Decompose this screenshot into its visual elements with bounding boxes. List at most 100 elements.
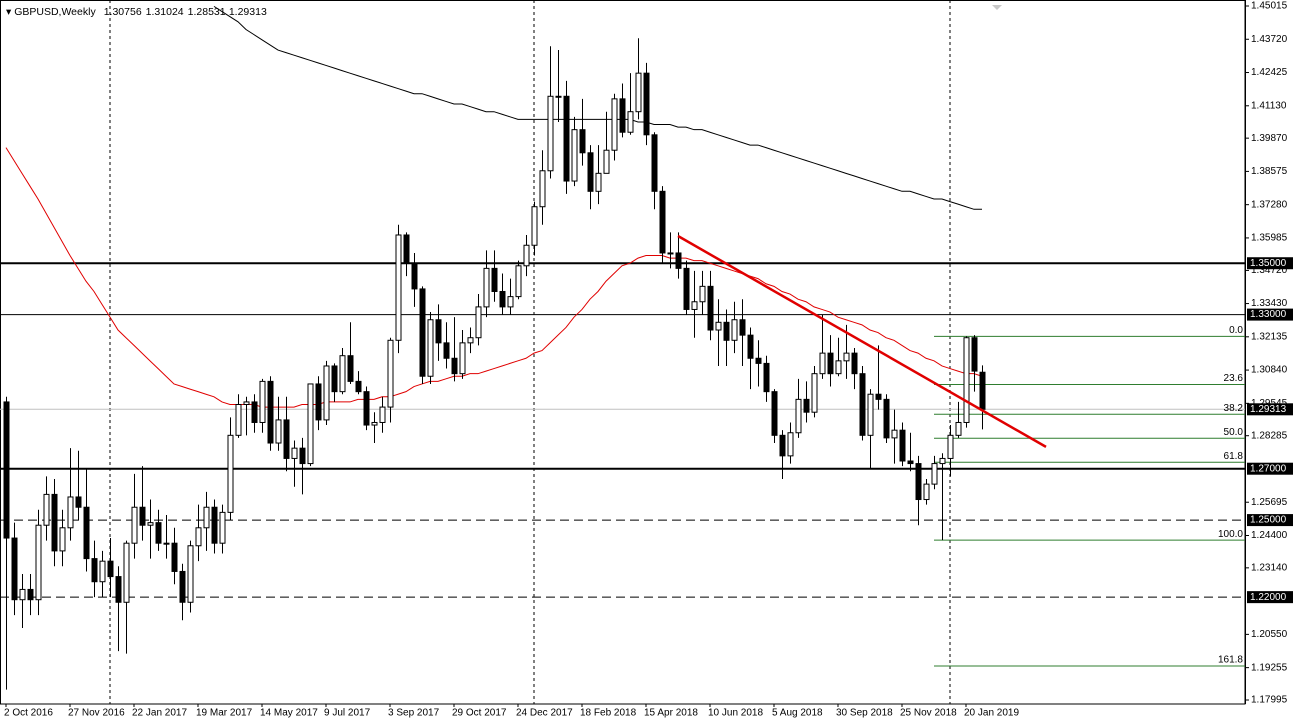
candle-body <box>651 134 658 192</box>
level-box <box>1247 462 1293 475</box>
candle-body <box>843 352 850 362</box>
candle-body <box>427 319 434 377</box>
candle-body <box>755 357 762 364</box>
fib-label: 0.0 <box>1229 325 1243 336</box>
candle-body <box>235 403 242 436</box>
candle-body <box>299 447 306 465</box>
candle-body <box>259 380 266 423</box>
x-tick-label: 24 Dec 2017 <box>516 708 573 719</box>
candle-body <box>787 432 794 457</box>
candle-body <box>795 398 802 434</box>
header-high: 1.31024 <box>146 6 184 18</box>
candle-body <box>739 319 746 336</box>
x-tick-label: 10 Jun 2018 <box>708 708 763 719</box>
candle-body <box>907 460 914 465</box>
candle-body <box>555 95 562 98</box>
x-tick-label: 14 May 2017 <box>260 708 318 719</box>
candle-body <box>483 267 490 308</box>
x-tick-label: 3 Sep 2017 <box>388 708 440 719</box>
candle-body <box>515 265 522 298</box>
candle-body <box>819 352 826 375</box>
level-label: 1.22000 <box>1250 592 1287 603</box>
candle-body <box>187 545 194 603</box>
candle-body <box>899 429 906 462</box>
scroll-marker <box>992 5 1002 10</box>
x-tick-label: 29 Oct 2017 <box>452 708 507 719</box>
fib-label: 38.2 <box>1224 403 1244 414</box>
current-price-label: 1.29313 <box>1250 404 1287 415</box>
candle-body <box>523 244 530 267</box>
candle-body <box>963 337 970 423</box>
y-tick-label: 1.17995 <box>1251 695 1288 706</box>
candle-body <box>587 152 594 192</box>
candle-body <box>635 72 642 113</box>
candle-body <box>3 401 10 539</box>
candle-body <box>155 522 162 544</box>
candle-body <box>931 463 938 485</box>
candle-body <box>667 252 674 255</box>
moving-average <box>213 5 982 210</box>
level-label: 1.35000 <box>1250 258 1287 269</box>
y-tick-label: 1.45015 <box>1251 1 1288 12</box>
moving-average <box>5 147 983 408</box>
candle-body <box>451 357 458 375</box>
candle-body <box>531 206 538 246</box>
candle-body <box>195 527 202 547</box>
y-tick-label: 1.43720 <box>1251 34 1288 45</box>
candle-body <box>851 352 858 375</box>
candle-body <box>499 290 506 308</box>
x-tick-label: 27 Nov 2016 <box>68 708 125 719</box>
candle-body <box>691 301 698 310</box>
candle-body <box>251 401 258 423</box>
level-label: 1.27000 <box>1250 463 1287 474</box>
candle-body <box>147 522 154 526</box>
candle-body <box>19 588 26 601</box>
candle-body <box>715 321 722 331</box>
fib-label: 50.0 <box>1224 427 1244 438</box>
candle-body <box>403 234 410 264</box>
candle-body <box>411 262 418 290</box>
candle-body <box>307 383 314 465</box>
header-open: 1.30756 <box>104 6 142 18</box>
candle-body <box>67 496 74 529</box>
candle-body <box>859 373 866 436</box>
y-tick-label: 1.42425 <box>1251 67 1288 78</box>
level-box <box>1247 257 1293 270</box>
candle-body <box>435 319 442 344</box>
candle-body <box>243 401 250 405</box>
candle-body <box>387 339 394 408</box>
fib-label: 100.0 <box>1218 529 1243 540</box>
current-price-box <box>1247 403 1293 416</box>
candle-body <box>747 334 754 359</box>
fib-label: 161.8 <box>1218 655 1243 666</box>
candle-body <box>835 360 842 375</box>
y-tick-label: 1.37280 <box>1251 199 1288 210</box>
y-tick-label: 1.19255 <box>1251 662 1288 673</box>
x-tick-label: 22 Jan 2017 <box>132 708 187 719</box>
x-tick-label: 19 Mar 2017 <box>196 708 253 719</box>
candle-body <box>131 506 138 544</box>
candle-body <box>779 434 786 457</box>
x-tick-label: 15 Apr 2018 <box>644 708 698 719</box>
candle-body <box>443 342 450 359</box>
candle-body <box>35 524 42 601</box>
x-tick-label: 20 Jan 2019 <box>964 708 1019 719</box>
candle-body <box>283 419 290 459</box>
candle-body <box>491 267 498 292</box>
candle-body <box>123 542 130 603</box>
candle-body <box>699 285 706 303</box>
candle-body <box>971 337 978 372</box>
candle-body <box>675 252 682 269</box>
x-tick-label: 18 Feb 2018 <box>580 708 637 719</box>
candle-body <box>219 511 226 544</box>
y-tick-label: 1.32135 <box>1251 331 1288 342</box>
candle-body <box>75 496 82 508</box>
y-tick-label: 1.23140 <box>1251 562 1288 573</box>
candle-body <box>827 352 834 375</box>
candle-body <box>979 371 986 410</box>
candle-body <box>27 588 34 601</box>
x-tick-label: 2 Oct 2016 <box>4 708 53 719</box>
candle-body <box>563 95 570 182</box>
